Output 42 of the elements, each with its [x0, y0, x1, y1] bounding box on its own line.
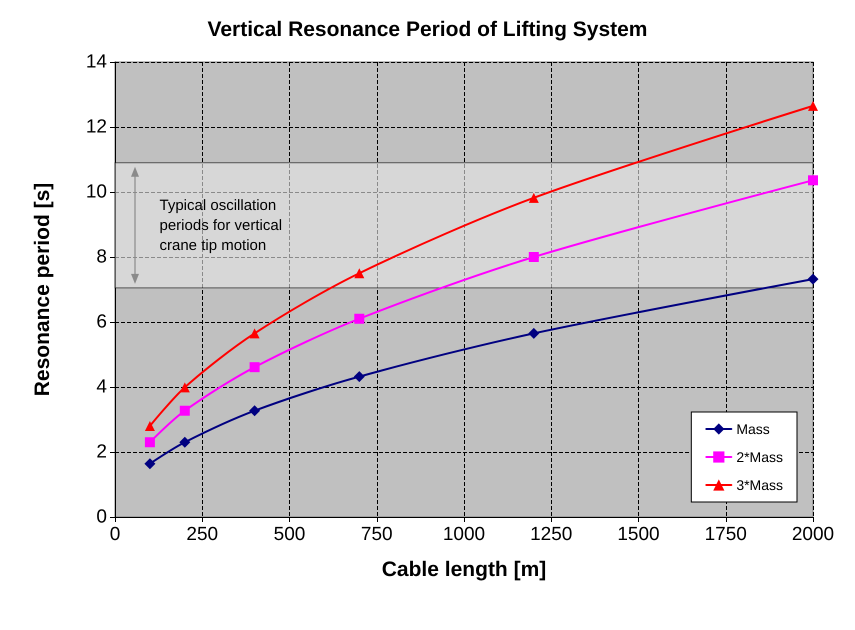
y-tick-label: 6 [96, 312, 107, 332]
y-tick-label: 8 [96, 246, 107, 268]
x-tick-label: 750 [360, 524, 393, 545]
x-tick-label: 2000 [792, 524, 834, 545]
x-tick-label: 1250 [530, 524, 572, 545]
point [528, 192, 539, 203]
point [180, 406, 190, 416]
point [354, 314, 364, 324]
y-axis-title: Resonance period [s] [31, 182, 54, 396]
legend-label: 3*Mass [736, 477, 784, 493]
x-tick-label: 0 [110, 524, 120, 545]
point [250, 362, 260, 372]
point [354, 371, 365, 382]
point [808, 175, 818, 186]
y-tick-label: 14 [86, 52, 108, 72]
y-tick-label: 12 [86, 116, 107, 138]
point [180, 382, 190, 392]
y-tick-label: 2 [96, 442, 107, 462]
x-tick-label: 250 [186, 524, 218, 545]
point [528, 328, 540, 339]
point [179, 436, 190, 448]
point [250, 328, 260, 338]
point [808, 274, 818, 285]
x-tick-label: 1000 [442, 524, 486, 545]
point [354, 268, 364, 278]
y-tick-label: 0 [96, 506, 107, 528]
x-tick-label: 500 [274, 524, 306, 545]
legend-label: Mass [736, 421, 770, 437]
legend-label: 2*Mass [736, 449, 784, 465]
y-tick-label: 4 [96, 376, 108, 398]
point [144, 437, 155, 448]
y-tick-label: 10 [86, 182, 107, 202]
x-tick-label: 1500 [617, 524, 660, 545]
chart-title: Vertical Resonance Period of Lifting System [208, 18, 648, 41]
point [528, 252, 539, 262]
x-axis-title: Cable length [m] [382, 558, 546, 581]
point [249, 405, 260, 416]
point [808, 100, 818, 111]
point [144, 458, 156, 470]
point [144, 421, 155, 431]
x-tick-label: 1750 [704, 524, 747, 545]
band-label: Typical oscillation periods for vertical crane tip motion [160, 196, 282, 254]
